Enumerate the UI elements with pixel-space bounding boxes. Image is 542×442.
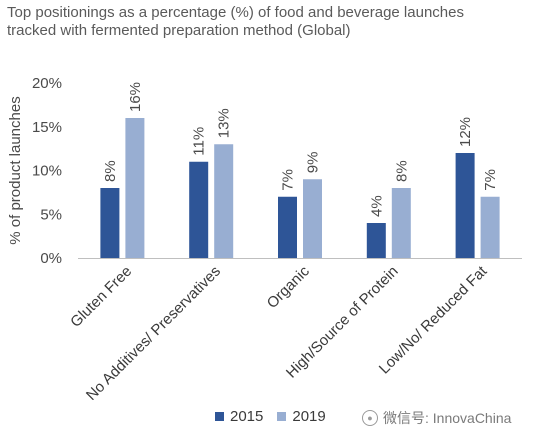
data-label-2019-2: 9% <box>305 152 322 174</box>
bar-chart: % of product launches 0% 5% 10% 15% 20% 8% 16… <box>7 75 522 400</box>
category-label-0: Gluten Free <box>67 263 135 331</box>
legend-label-2019: 2019 <box>292 408 326 425</box>
bar-2019-1 <box>214 144 234 258</box>
data-label-2015-4: 12% <box>457 117 474 147</box>
watermark: ● 微信号: InnovaChina <box>362 408 511 428</box>
data-label-2019-4: 7% <box>482 169 499 191</box>
y-axis-label: % of product launches <box>7 96 24 244</box>
y-tick-label: 10% <box>32 163 62 180</box>
data-label-2015-0: 8% <box>102 160 119 182</box>
legend-label-2015: 2015 <box>230 408 264 425</box>
category-label-2: Organic <box>264 262 314 312</box>
bar-2015-4 <box>455 153 475 258</box>
chart-title-line-2: tracked with fermented preparation metho… <box>7 22 351 39</box>
legend-item-2019: 2019 <box>277 408 326 425</box>
legend: 2015 2019 <box>215 408 326 425</box>
bar-2015-3 <box>366 223 386 258</box>
chart-title-line-1: Top positionings as a percentage (%) of … <box>7 4 464 21</box>
y-tick-label: 15% <box>32 119 62 136</box>
data-label-2019-0: 16% <box>127 82 144 112</box>
bar-2015-1 <box>189 161 209 258</box>
bar-2019-2 <box>303 179 322 258</box>
data-label-2015-2: 7% <box>280 169 297 191</box>
bar-2019-4 <box>480 196 500 258</box>
y-tick-label: 0% <box>40 250 62 267</box>
watermark-text: 微信号: InnovaChina <box>383 410 512 426</box>
legend-swatch-2015 <box>215 412 224 421</box>
y-axis-ticks: 0% 5% 10% 15% 20% <box>32 75 62 267</box>
data-label-2015-1: 11% <box>191 127 208 156</box>
bars: 8% 16% 11% 13% 7% 9% 4% 8% 12% 7% <box>100 82 500 258</box>
bar-2019-0 <box>125 118 145 258</box>
y-tick-label: 5% <box>40 206 62 223</box>
legend-item-2015: 2015 <box>215 408 263 425</box>
data-label-2019-1: 13% <box>216 108 233 138</box>
chart-title: Top positionings as a percentage (%) of … <box>7 4 527 40</box>
data-label-2015-3: 4% <box>368 195 385 217</box>
legend-swatch-2019 <box>277 412 287 421</box>
y-tick-label: 20% <box>32 75 62 92</box>
data-label-2019-3: 8% <box>393 160 410 182</box>
wechat-icon: ● <box>362 410 378 426</box>
bar-2019-3 <box>391 188 411 258</box>
bar-2015-2 <box>278 196 297 258</box>
bar-2015-0 <box>100 188 120 258</box>
